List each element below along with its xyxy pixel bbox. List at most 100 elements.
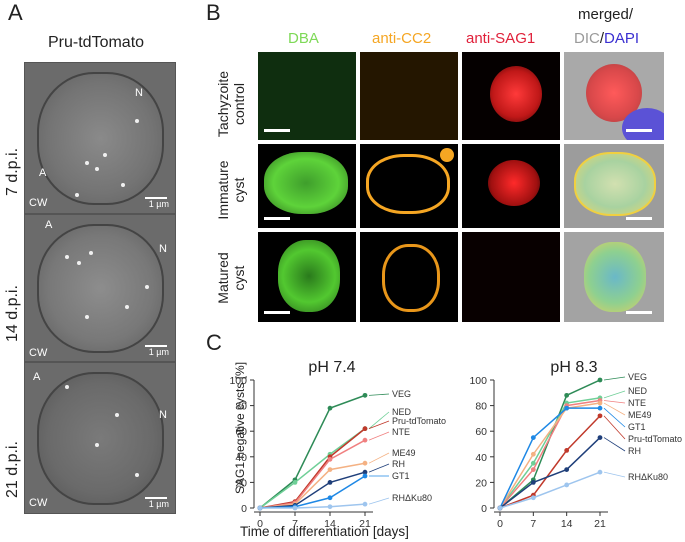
annotation-cw: CW [29,347,48,359]
data-point [597,469,603,475]
scale-label: 1 µm [148,499,169,509]
legend-leader [603,407,626,428]
series-line [259,439,366,509]
legend-label: RHΔKu80 [392,493,432,503]
data-point [564,448,570,453]
x-tick-label: 14 [561,518,573,530]
data-point [497,505,503,511]
micrograph-matured-dba [258,232,356,322]
data-point [292,505,298,511]
legend-label: NED [628,386,648,396]
micrograph-immature-sag1 [462,144,560,228]
panel-b-letter: B [206,0,221,25]
data-point [530,460,536,466]
series-line [499,471,601,509]
annotation-a: A [45,219,53,231]
data-point [597,413,603,419]
chart-ph83: pH 8.3 0 20 40 60 80 100 0 7 14 21 VEG NED NTE ME49 GT1… [469,359,682,530]
column-header-dic-dapi: DIC/DAPI [574,30,639,47]
slash-label: / [599,30,605,47]
legend-leader [368,420,390,430]
data-point [530,467,536,472]
legend-label: Pru-tdTomato [392,416,446,426]
annotation-a: A [33,371,41,383]
scale-label: 1 µm [148,347,169,357]
micrograph-matured-sag1 [462,232,560,322]
data-point [327,456,333,462]
data-point [530,435,536,440]
data-point [292,480,298,485]
micrograph-tachyzoite-cc2 [360,52,458,140]
chart-title: pH 7.4 [308,359,355,376]
micrograph-matured-merged [564,232,664,322]
x-tick-label: 0 [497,518,503,530]
y-tick-label: 40 [235,452,247,464]
y-tick-label: 80 [475,401,487,413]
legend-leader [603,471,626,478]
legend-label: NTE [628,398,646,408]
dapi-label: DAPI [604,30,640,47]
y-tick-label: 100 [469,375,487,387]
y-tick-label: 80 [235,401,247,413]
y-axis-label: SAG1 negative cysts [%] [233,362,247,494]
y-tick-label: 60 [235,426,247,438]
legend-label: NED [392,407,412,417]
data-point [597,435,603,440]
micrograph-matured-cc2 [360,232,458,322]
series-line [499,415,601,509]
x-tick-label: 7 [292,518,298,530]
legend-label: Pru-tdTomato [628,434,682,444]
chart-ph74: pH 7.4 0 20 40 60 80 100 0 7 14 21 VEG NEDPru-tdToma… [229,359,446,530]
micrograph-immature-dba [258,144,356,228]
series-line [499,397,601,509]
annotation-n: N [159,243,167,255]
data-point [597,400,603,406]
y-tick-label: 0 [481,503,487,515]
legend-label: RHΔKu80 [628,472,668,482]
x-axis-label: Time of differentiation [days] [240,524,409,539]
x-tick-label: 21 [359,518,371,530]
y-tick-label: 60 [475,426,487,438]
annotation-n: N [135,87,143,99]
y-tick-label: 100 [229,375,247,387]
data-point [362,460,368,466]
legend-leader [368,452,390,464]
dic-label: DIC [574,30,600,47]
data-point [597,377,603,383]
x-tick-label: 14 [324,518,336,530]
x-tick-label: 21 [594,518,606,530]
legend-leader [368,411,390,429]
data-point [257,505,263,511]
legend-leader [368,393,390,396]
legend-label: NTE [392,427,410,437]
data-point [564,467,570,472]
scale-bar [145,197,167,199]
micrograph-immature-cc2 [360,144,458,228]
data-point [530,495,536,501]
scale-bar [145,497,167,499]
annotation-n: N [159,409,167,421]
micrograph-tachyzoite-sag1 [462,52,560,140]
legend-leader [603,437,626,452]
data-point [327,495,333,501]
data-point [362,392,368,398]
x-tick-label: 7 [530,518,536,530]
data-point [327,467,333,472]
legend-label: ME49 [628,410,652,420]
legend-leader [603,415,626,440]
legend-leader [368,431,390,441]
data-point [362,501,368,507]
panel-c-letter: C [206,330,222,355]
legend-label: RH [392,459,405,469]
panel-a-letter: A [8,0,23,25]
column-header-cc2: anti-CC2 [372,30,432,47]
column-header-sag1: anti-SAG1 [466,30,536,47]
legend-label: ME49 [392,448,416,458]
column-header-dba: DBA [288,30,319,47]
scale-label: 1 µm [148,199,169,209]
data-point [597,405,603,411]
series-line [499,407,600,509]
legend-leader [603,376,626,381]
legend-leader [603,402,626,416]
em-image-7dpi: N A CW 1 µm [24,62,176,214]
